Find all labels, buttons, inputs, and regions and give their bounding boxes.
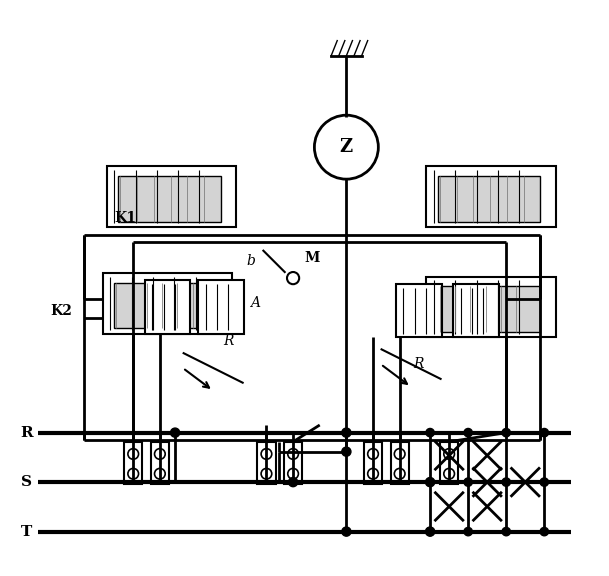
Bar	[118, 176, 221, 222]
Text: b: b	[247, 255, 256, 268]
Text: R: R	[414, 357, 424, 371]
Text: Z: Z	[340, 138, 353, 156]
Text: T: T	[21, 525, 32, 539]
Circle shape	[342, 447, 351, 456]
Bar	[144, 281, 190, 334]
Text: K2: K2	[51, 304, 72, 318]
Circle shape	[540, 478, 549, 486]
Text: R: R	[223, 334, 234, 348]
Circle shape	[502, 429, 510, 437]
Circle shape	[342, 428, 351, 437]
Circle shape	[464, 478, 473, 486]
Bar	[150, 442, 169, 484]
Circle shape	[540, 429, 549, 437]
Text: R: R	[20, 426, 33, 439]
Circle shape	[426, 527, 435, 536]
Bar	[103, 273, 232, 334]
Circle shape	[342, 527, 351, 536]
Circle shape	[502, 528, 510, 536]
Text: A: A	[250, 296, 260, 310]
Bar	[438, 286, 540, 332]
Bar	[438, 176, 540, 222]
Text: S: S	[21, 475, 32, 489]
Circle shape	[289, 478, 298, 487]
Circle shape	[426, 528, 434, 536]
Bar	[426, 166, 555, 227]
Circle shape	[502, 478, 510, 486]
Bar	[440, 442, 459, 484]
Bar	[107, 166, 236, 227]
Bar	[453, 284, 499, 338]
Bar	[257, 442, 276, 484]
Text: K1: K1	[114, 211, 136, 225]
Circle shape	[171, 428, 180, 437]
Text: M: M	[304, 251, 320, 264]
Circle shape	[464, 528, 473, 536]
Bar	[396, 284, 442, 338]
Circle shape	[426, 478, 435, 487]
Bar	[426, 276, 555, 338]
Bar	[114, 283, 217, 328]
Bar	[390, 442, 409, 484]
Bar	[198, 281, 244, 334]
Bar	[124, 442, 143, 484]
Bar	[364, 442, 382, 484]
Circle shape	[540, 528, 549, 536]
Circle shape	[426, 429, 434, 437]
Circle shape	[464, 429, 473, 437]
Circle shape	[426, 478, 434, 486]
Bar	[284, 442, 302, 484]
